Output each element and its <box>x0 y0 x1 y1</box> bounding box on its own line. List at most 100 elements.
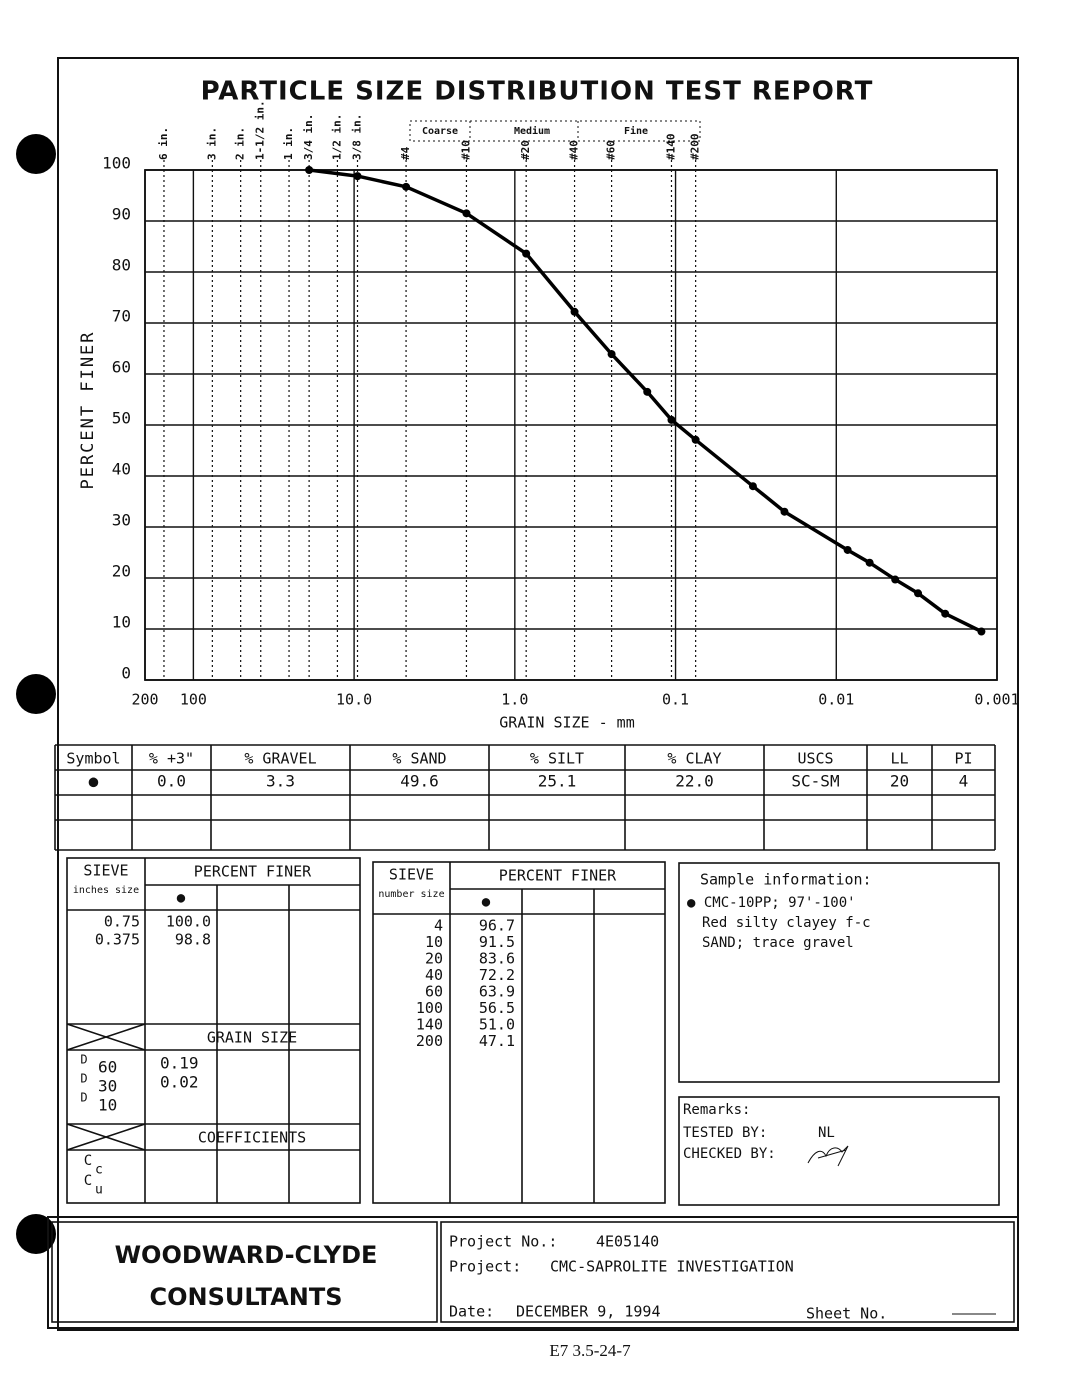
data-point <box>780 507 789 516</box>
table-cell: 40 <box>425 966 443 984</box>
x-tick-label: 100 <box>180 691 207 709</box>
data-point <box>522 249 531 258</box>
table-cell: 51.0 <box>479 1016 515 1034</box>
sieve-label: #4 <box>399 146 412 160</box>
y-tick-label: 20 <box>112 562 131 581</box>
company-name: WOODWARD-CLYDE <box>115 1241 378 1269</box>
data-point <box>843 545 852 554</box>
header-cell: % +3" <box>149 750 194 768</box>
y-tick-label: 50 <box>112 409 131 428</box>
data-point <box>914 589 923 598</box>
header-cell: PERCENT FINER <box>194 863 312 881</box>
table-cell: 56.5 <box>479 999 515 1017</box>
y-axis-label: PERCENT FINER <box>78 330 98 489</box>
plot: 0 10 20 30 40 50 60 70 80 90 100 200 100 10.0 1.0 0.1 0.… <box>102 100 1019 708</box>
table-cell: 3.3 <box>266 772 295 791</box>
y-tick-label: 100 <box>102 154 131 173</box>
table-cell: 96.7 <box>479 917 515 935</box>
project-box <box>440 1221 1015 1323</box>
sample-line: Red silty clayey f-c <box>702 915 871 931</box>
company-name: CONSULTANTS <box>149 1283 342 1311</box>
tables: Symbol % +3" % GRAVEL % SAND % SILT % CLAY USC… <box>54 744 996 1204</box>
signature <box>807 1145 849 1167</box>
param-symbol: D <box>80 1091 87 1105</box>
data-point <box>977 627 986 636</box>
header-cell: % CLAY <box>667 750 721 768</box>
sample-box <box>678 862 1000 1083</box>
param-symbol: C <box>84 1173 92 1189</box>
sieve-label: 3/4 in. <box>302 114 315 160</box>
symbol: ● <box>177 890 186 906</box>
footer-box <box>47 1216 1019 1329</box>
data-point <box>402 182 411 191</box>
fraction-label: Coarse <box>422 126 458 137</box>
sieve-label: #200 <box>689 134 702 161</box>
x-tick-label: 0.1 <box>662 691 689 709</box>
table-cell: 60 <box>425 983 443 1001</box>
table-cell: 83.6 <box>479 950 515 968</box>
table-cell: 0.75 <box>104 913 140 931</box>
header-cell: % SILT <box>530 750 584 768</box>
table-cell: 10 <box>425 933 443 951</box>
header-unit: inches size <box>73 885 139 896</box>
sieve-label: 1/2 in. <box>330 114 343 160</box>
sieve-table <box>66 857 361 1204</box>
table-cell: 49.6 <box>400 772 439 791</box>
table-cell: 63.9 <box>479 983 515 1001</box>
sieve-label: #60 <box>605 140 618 160</box>
data-point <box>891 575 900 584</box>
y-tick-label: 30 <box>112 511 131 530</box>
table-cell: 100.0 <box>166 913 211 931</box>
y-tick-label: 80 <box>112 256 131 275</box>
cross <box>66 1023 146 1051</box>
project: CMC-SAPROLITE INVESTIGATION <box>550 1258 794 1276</box>
project-label: Project: <box>449 1258 521 1276</box>
sieve-table <box>372 861 666 1204</box>
fraction-label: Fine <box>624 125 648 137</box>
page-code: E7 3.5-24-7 <box>549 1341 631 1360</box>
curve <box>308 168 983 634</box>
sieve-label: 3 in. <box>205 127 218 160</box>
header-cell: % SAND <box>392 750 446 768</box>
cross <box>66 1123 146 1151</box>
sample-line: SAND; trace gravel <box>702 935 854 951</box>
y-tick-label: 0 <box>121 664 131 683</box>
date-label: Date: <box>449 1303 494 1321</box>
table-cell: 72.2 <box>479 966 515 984</box>
data-point <box>691 435 700 444</box>
y-tick-label: 90 <box>112 205 131 224</box>
fraction-label: Medium <box>514 125 550 137</box>
x-tick-label: 0.01 <box>818 691 854 709</box>
y-tick-label: 10 <box>112 613 131 632</box>
punch-hole <box>16 674 56 714</box>
date: DECEMBER 9, 1994 <box>516 1303 661 1321</box>
table-cell: 20 <box>425 950 443 968</box>
table-cell: 140 <box>416 1016 443 1034</box>
sieve-label: 2 in. <box>234 127 247 160</box>
sample-title: Sample information: <box>700 871 872 889</box>
table-cell: 0.375 <box>95 931 140 949</box>
param-subscript: 10 <box>98 1096 117 1115</box>
sieve-label: #40 <box>568 140 581 160</box>
sample-line: ● CMC-10PP; 97'-100' <box>687 895 856 911</box>
chart-title: PARTICLE SIZE DISTRIBUTION TEST REPORT <box>201 77 874 107</box>
punch-hole <box>16 134 56 174</box>
table-cell: SC-SM <box>791 772 839 791</box>
table-cell: 47.1 <box>479 1032 515 1050</box>
sieve-label: #10 <box>459 140 472 160</box>
table-cell: 25.1 <box>538 772 577 791</box>
table-cell: 200 <box>416 1032 443 1050</box>
fraction-box <box>409 120 701 142</box>
sieve-label: #140 <box>664 134 677 161</box>
param-subscript: u <box>95 1183 103 1198</box>
param-symbol: D <box>80 1053 87 1067</box>
data-point <box>643 387 652 396</box>
header-cell: % GRAVEL <box>244 750 316 768</box>
x-tick-label: 10.0 <box>336 691 372 709</box>
table-cell: 20 <box>890 772 909 791</box>
sieve-label: 1-1/2 in. <box>254 100 267 160</box>
data-point <box>607 350 616 359</box>
x-tick-label: 1.0 <box>501 691 528 709</box>
